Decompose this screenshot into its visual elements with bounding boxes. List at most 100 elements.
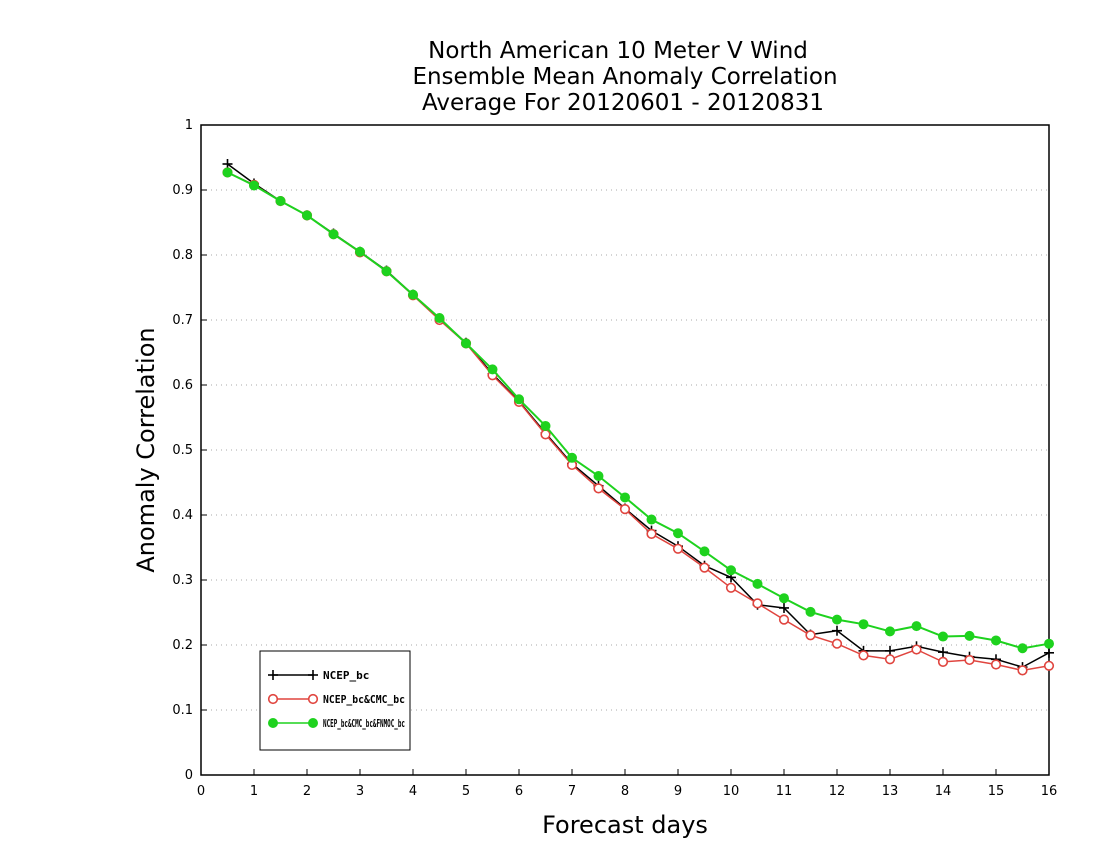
data-point [567,452,577,463]
data-point [222,167,233,178]
y-tick-label: 1 [185,118,193,133]
gridlines [201,189,1049,711]
x-tick-label: 5 [462,784,470,799]
data-point [964,630,975,641]
data-point [831,638,843,649]
x-tick-label: 12 [829,784,846,799]
data-point [805,606,816,617]
y-axis: 0 0.1 0.2 0.3 0.4 0.5 0.6 0.7 0.8 0.9 1 [172,118,207,783]
y-tick-label: 0 [185,768,193,783]
data-point [593,483,604,494]
data-point [355,246,365,257]
data-point [1044,647,1054,658]
data-point [514,394,524,405]
data-point [222,159,233,169]
x-axis: 0 1 2 3 4 5 6 7 8 9 10 11 12 13 14 15 16 [197,769,1057,799]
data-point [964,654,975,666]
data-point [699,562,710,573]
data-point [884,654,896,665]
data-point [381,266,392,277]
series-line [227,171,1050,672]
data-point [779,593,789,604]
x-tick-label: 3 [356,784,364,799]
series-1 [222,159,1054,673]
y-tick-label: 0.6 [172,378,193,393]
x-tick-label: 8 [621,784,629,799]
data-point [885,626,895,637]
data-point [328,229,339,240]
series-line [227,163,1050,668]
chart-title-line-2: Ensemble Mean Anomaly Correlation [412,64,837,90]
data-point [646,514,657,525]
legend-item: NCEP_bc [268,669,369,682]
data-point [673,528,683,539]
data-point [938,647,948,658]
x-tick-label: 0 [197,784,205,799]
data-point [911,621,922,632]
legend-item: NCEP_bc&CMC_bc&FNMOC_bc [268,717,405,730]
data-point [858,619,869,630]
x-tick-label: 15 [988,784,1005,799]
x-axis-label: Forecast days [542,811,708,839]
x-tick-label: 4 [409,784,417,799]
data-point [937,656,949,668]
legend-label: NCEP_bc&CMC_bc&FNMOC_bc [323,717,405,730]
data-point [302,210,312,221]
data-point [540,420,551,431]
data-point [938,631,948,642]
legend-label: NCEP_bc [323,669,369,682]
data-point [1043,660,1055,671]
legend: NCEP_bc NCEP_bc&CMC_bc NCEP_bc&CMC_bc&FNMO… [259,650,411,751]
legend-marker [268,718,278,728]
data-point [249,180,259,191]
x-tick-label: 16 [1041,784,1058,799]
data-point [832,614,842,625]
y-tick-label: 0.5 [172,443,193,458]
data-point [1044,638,1054,649]
y-tick-label: 0.7 [172,313,193,328]
series-layer [222,159,1055,676]
legend-marker [268,670,278,680]
data-point [832,625,842,636]
data-point [461,338,471,349]
legend-label: NCEP_bc&CMC_bc [323,693,405,706]
x-tick-label: 2 [303,784,311,799]
data-point [858,650,869,661]
data-point [752,598,763,609]
series-line [227,171,1050,650]
data-point [911,644,922,655]
data-point [619,504,631,515]
chart-title-line-1: North American 10 Meter V Wind [428,38,808,64]
x-tick-label: 7 [568,784,576,799]
data-point [646,528,657,539]
series-3 [222,167,1054,654]
data-point [699,546,710,557]
x-tick-label: 9 [674,784,682,799]
x-tick-label: 1 [250,784,258,799]
data-point [1017,643,1028,654]
x-tick-label: 6 [515,784,523,799]
legend-item: NCEP_bc&CMC_bc [267,693,405,706]
data-point [408,289,418,300]
chart-title: North American 10 Meter V Wind Ensemble … [412,38,837,116]
legend-marker [308,670,318,680]
data-point [752,578,763,589]
data-point [275,196,286,207]
y-tick-label: 0.4 [172,508,193,523]
data-point [620,492,630,503]
data-point [990,659,1002,670]
data-point [991,635,1001,646]
data-point [434,313,445,324]
data-point [885,645,895,656]
data-point [593,471,604,481]
y-tick-label: 0.2 [172,638,193,653]
y-axis-label: Anomaly Correlation [132,327,160,572]
data-point [1017,665,1028,676]
chart-title-line-3: Average For 20120601 - 20120831 [422,90,824,116]
data-point [778,614,790,625]
y-tick-label: 0.8 [172,248,193,263]
x-tick-label: 10 [723,784,740,799]
data-point [487,364,498,375]
data-point [805,630,816,641]
